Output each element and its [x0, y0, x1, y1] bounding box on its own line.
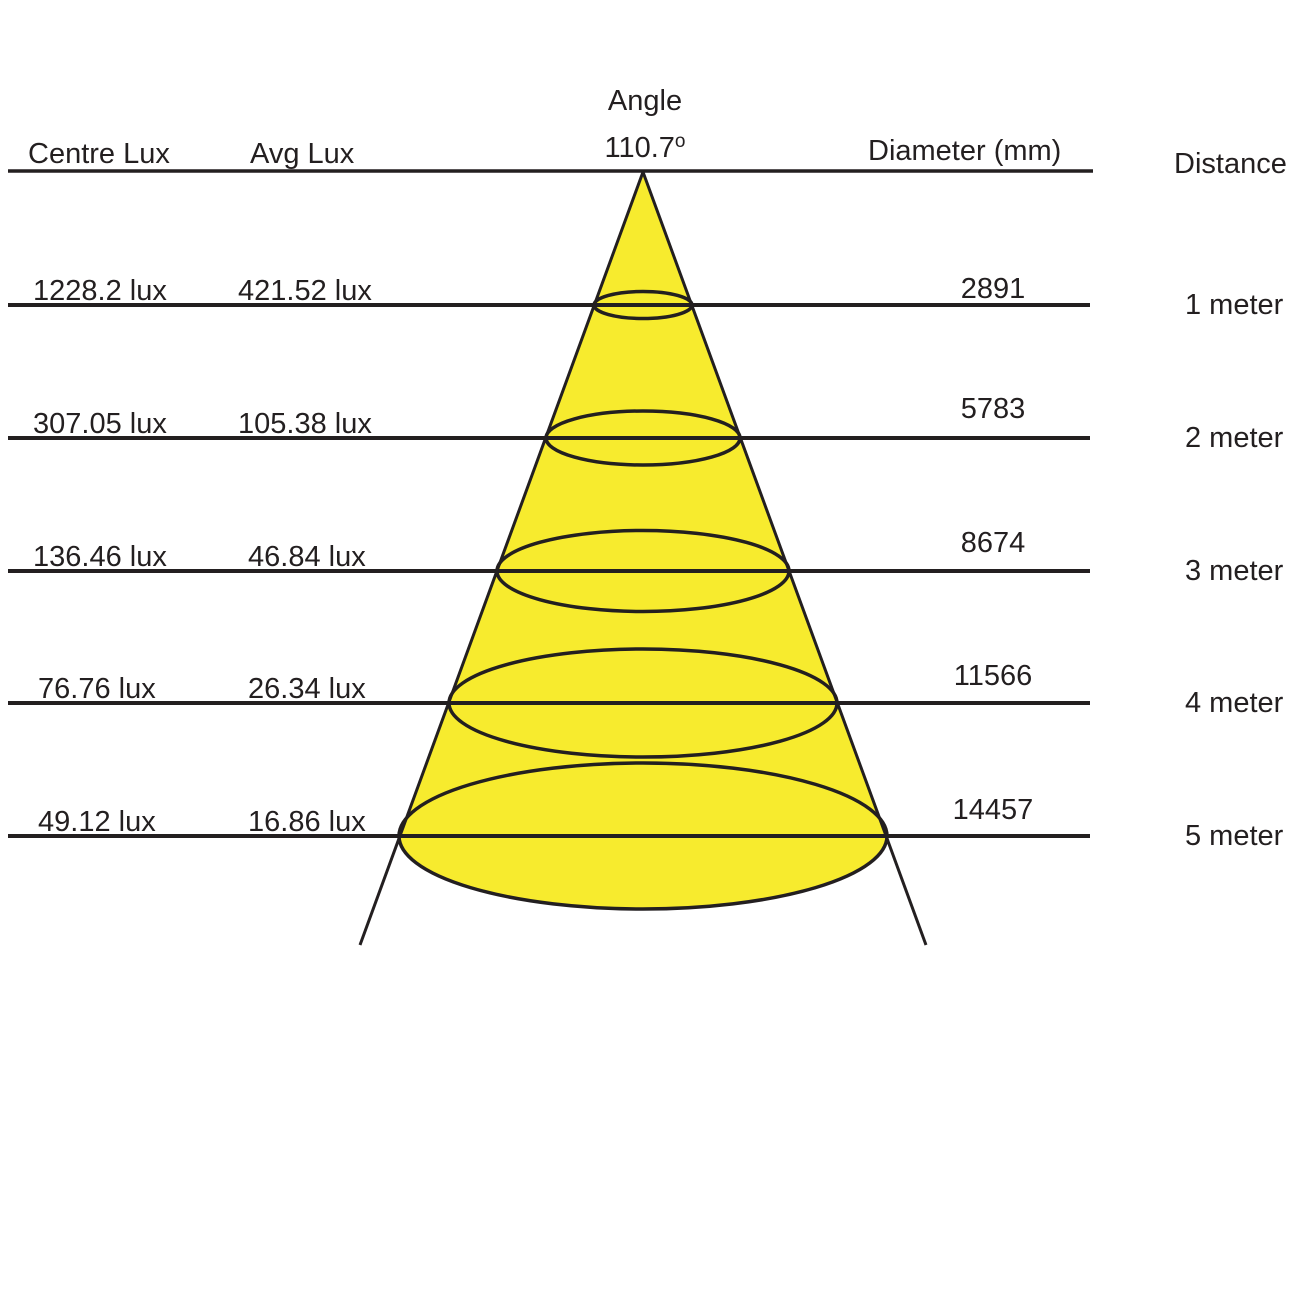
diameter-value: 14457 [952, 794, 1034, 826]
header-angle-value: 110.7o [560, 131, 730, 165]
spread-ellipse-4m [447, 647, 839, 759]
avg-lux-value: 46.84 lux [248, 541, 366, 573]
spread-ellipse-2m [544, 409, 742, 467]
header-avg-lux: Avg Lux [250, 138, 355, 170]
diameter-value: 8674 [960, 527, 1026, 559]
centre-lux-value: 307.05 lux [33, 408, 167, 440]
diameter-value: 11566 [953, 660, 1033, 692]
distance-value: 4 meter [1185, 687, 1284, 719]
spread-ellipse-3m [495, 528, 791, 614]
avg-lux-value: 26.34 lux [248, 673, 366, 705]
diameter-value: 5783 [960, 393, 1026, 425]
diameter-value: 2891 [960, 273, 1026, 305]
distance-value: 2 meter [1185, 422, 1284, 454]
header-distance: Distance [1174, 148, 1287, 180]
avg-lux-value: 421.52 lux [238, 275, 372, 307]
centre-lux-value: 136.46 lux [33, 541, 167, 573]
centre-lux-value: 76.76 lux [38, 673, 156, 705]
cone-fill [399, 172, 887, 909]
spread-ellipse-1m [592, 289, 694, 321]
centre-lux-value: 49.12 lux [38, 806, 156, 838]
header-diameter: Diameter (mm) [868, 135, 1062, 167]
avg-lux-value: 105.38 lux [238, 408, 372, 440]
distance-value: 3 meter [1185, 555, 1284, 587]
centre-lux-value: 1228.2 lux [33, 275, 167, 307]
header-centre-lux: Centre Lux [28, 138, 170, 170]
spread-ellipse-5m [397, 761, 889, 911]
distance-value: 5 meter [1185, 820, 1284, 852]
angle-value-number: 110.7 [604, 132, 675, 164]
header-angle: Angle [607, 85, 683, 117]
avg-lux-value: 16.86 lux [248, 806, 366, 838]
distance-value: 1 meter [1185, 289, 1284, 321]
degree-symbol: o [674, 131, 686, 152]
